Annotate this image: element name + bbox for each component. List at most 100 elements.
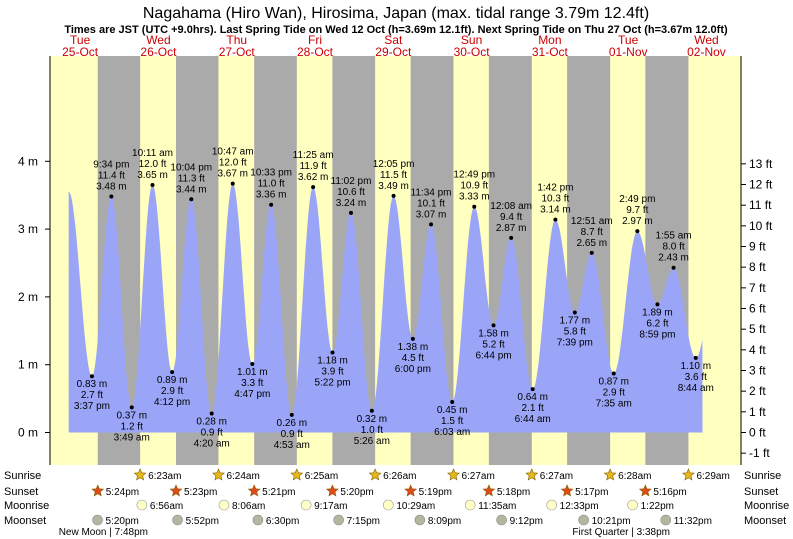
- low-tide-label: 0.83 m: [77, 379, 108, 390]
- right-tick-label: 12 ft: [749, 178, 773, 192]
- high-tide-label: 11:34 pm: [411, 187, 452, 198]
- right-tick-label: 3 ft: [749, 364, 766, 378]
- low-tide-label: 0.28 m: [196, 417, 227, 428]
- high-tide-label: 10.9 ft: [460, 181, 488, 192]
- high-tide-label: 9.7 ft: [626, 205, 648, 216]
- tide-point: [109, 194, 114, 199]
- day-label-weekday: Tue: [618, 33, 639, 47]
- tide-point: [693, 355, 698, 360]
- sunrise-icon: [368, 468, 382, 481]
- moonset-icon: [578, 514, 589, 526]
- low-tide-label: 0.87 m: [598, 377, 629, 388]
- sunrise-icon: [603, 468, 617, 481]
- tide-point: [209, 411, 214, 416]
- low-tide-label: 1.10 m: [680, 361, 711, 372]
- low-tide-label: 5.2 ft: [482, 339, 504, 350]
- sunrise-time: 6:27am: [540, 471, 573, 482]
- tide-point: [230, 181, 235, 186]
- high-tide-label: 11.3 ft: [178, 173, 205, 184]
- tide-point: [311, 185, 316, 190]
- moonrise-time: 8:06am: [232, 501, 265, 512]
- right-tick-label: 2 ft: [749, 384, 766, 398]
- sunrise-time: 6:25am: [305, 471, 338, 482]
- sunrise-icon: [290, 468, 304, 481]
- low-tide-label: 8:44 am: [678, 383, 714, 394]
- sunset-icon: [560, 484, 574, 497]
- right-tick-label: 8 ft: [749, 260, 766, 274]
- tide-point: [450, 399, 455, 404]
- sunset-icon: [638, 484, 652, 497]
- day-label-weekday: Fri: [308, 33, 322, 47]
- left-tick-label: 2 m: [18, 290, 38, 304]
- right-tick-label: -1 ft: [749, 446, 770, 460]
- high-tide-label: 3.24 m: [336, 198, 367, 209]
- tide-point: [89, 374, 94, 379]
- high-tide-label: 9.4 ft: [500, 212, 522, 223]
- tide-point: [289, 412, 294, 417]
- sunrise-icon: [681, 468, 695, 481]
- high-tide-label: 3.07 m: [416, 209, 447, 220]
- low-tide-label: 3.6 ft: [685, 372, 707, 383]
- low-tide-label: 8:59 pm: [639, 329, 675, 340]
- tide-point: [250, 362, 255, 367]
- tide-curve: [68, 183, 703, 433]
- high-tide-label: 11.5 ft: [380, 170, 407, 181]
- high-tide-label: 3.48 m: [96, 182, 127, 193]
- moonrise-time: 12:33pm: [560, 501, 599, 512]
- right-tick-label: 0 ft: [749, 426, 766, 440]
- low-tide-label: 4:47 pm: [234, 389, 270, 400]
- sunset-icon: [404, 484, 418, 497]
- low-tide-label: 3.9 ft: [321, 366, 343, 377]
- left-tick-label: 4 m: [18, 154, 38, 168]
- low-tide-label: 7:35 am: [596, 399, 632, 410]
- sunrise-time: 6:27am: [461, 471, 494, 482]
- moonrise-icon: [136, 499, 148, 511]
- row-label-right-sunset: Sunset: [744, 486, 778, 498]
- low-tide-label: 0.37 m: [116, 410, 147, 421]
- low-tide-label: 7:39 pm: [557, 337, 593, 348]
- day-label-date: 30-Oct: [454, 45, 491, 59]
- high-tide-label: 10:04 pm: [170, 162, 212, 173]
- tide-point: [129, 405, 134, 410]
- row-label-right-moonrise: Moonrise: [744, 500, 789, 512]
- sunrise-icon: [211, 468, 225, 481]
- low-tide-label: 1.89 m: [642, 307, 673, 318]
- low-tide-label: 2.9 ft: [603, 388, 625, 399]
- moonset-time: 6:30pm: [266, 516, 299, 527]
- high-tide-label: 2.65 m: [576, 238, 607, 249]
- moonset-time: 5:52pm: [186, 516, 219, 527]
- tide-point: [530, 387, 535, 392]
- day-label-weekday: Sat: [384, 33, 403, 47]
- low-tide-label: 6:44 am: [515, 414, 551, 425]
- sunrise-time: 6:24am: [226, 471, 259, 482]
- tide-point: [509, 235, 514, 240]
- row-label-right-sunrise: Sunrise: [744, 470, 781, 482]
- left-tick-label: 3 m: [18, 222, 38, 236]
- moonrise-icon: [627, 499, 638, 511]
- tide-point: [635, 229, 640, 234]
- low-tide-label: 3:37 pm: [74, 401, 110, 412]
- low-tide-label: 2.7 ft: [81, 390, 103, 401]
- high-tide-label: 10:11 am: [132, 148, 173, 159]
- row-label-left-moonrise: Moonrise: [4, 500, 49, 512]
- high-tide-label: 11:02 pm: [331, 176, 372, 187]
- high-tide-label: 10:47 am: [212, 147, 254, 158]
- low-tide-label: 1.58 m: [478, 328, 509, 339]
- low-tide-label: 0.9 ft: [281, 429, 303, 440]
- sunrise-time: 6:26am: [383, 471, 416, 482]
- day-label-date: 01-Nov: [609, 45, 648, 59]
- tide-point: [611, 371, 616, 376]
- tide-point: [589, 250, 594, 255]
- sunset-time: 5:18pm: [497, 487, 530, 498]
- right-tick-label: 7 ft: [749, 281, 766, 295]
- tide-point: [391, 193, 396, 198]
- high-tide-label: 12.0 ft: [219, 158, 247, 169]
- sunrise-time: 6:23am: [148, 471, 181, 482]
- low-tide-label: 5:26 am: [354, 436, 390, 447]
- sunset-icon: [169, 484, 183, 497]
- moonset-icon: [414, 514, 426, 526]
- tide-point: [369, 408, 374, 413]
- high-tide-label: 9:34 pm: [93, 160, 129, 171]
- high-tide-label: 3.65 m: [137, 170, 168, 181]
